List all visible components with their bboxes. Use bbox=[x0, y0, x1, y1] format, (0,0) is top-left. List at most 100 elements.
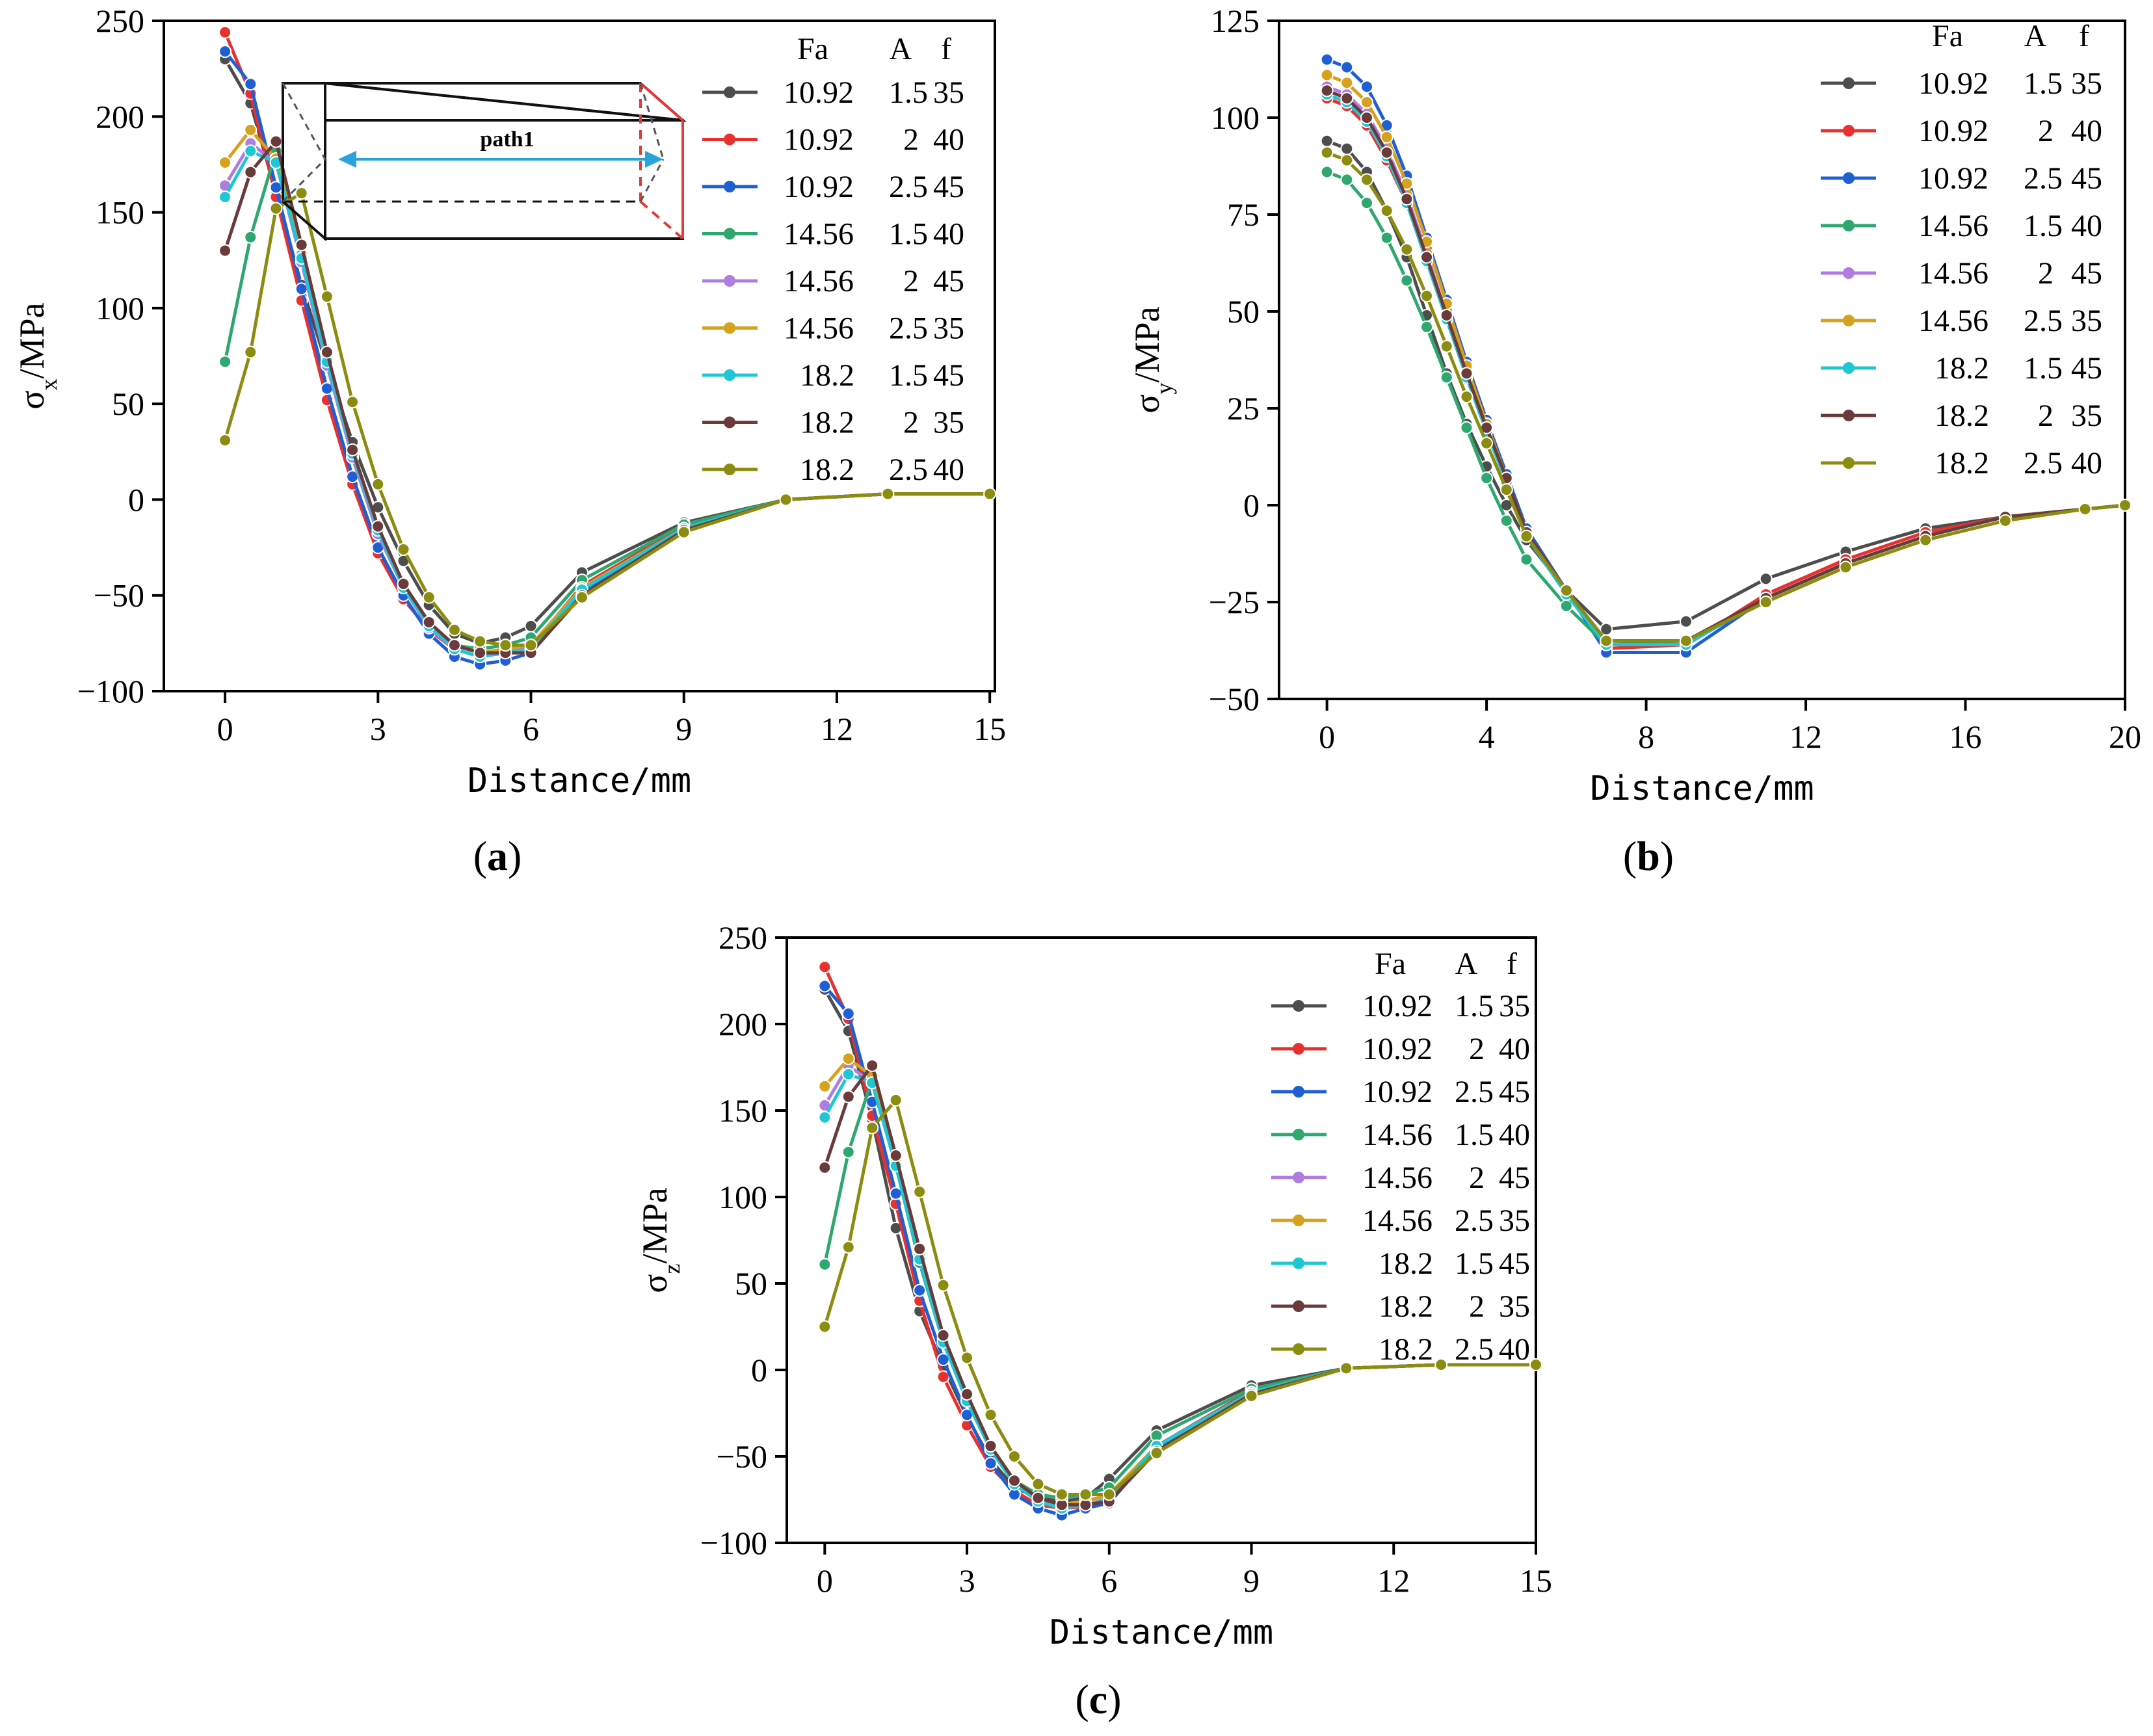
data-point bbox=[1340, 60, 1354, 74]
legend-entry-fa: 14.56 bbox=[784, 311, 854, 346]
data-point bbox=[1360, 173, 1374, 187]
data-point bbox=[1420, 250, 1434, 264]
legend-entry: 14.56 2.5 35 bbox=[1362, 1203, 1530, 1238]
legend-entry: 14.56 2 45 bbox=[1918, 256, 2102, 291]
data-point bbox=[1340, 92, 1354, 105]
data-point bbox=[397, 543, 410, 557]
y-axis-subscript: x bbox=[36, 378, 62, 390]
panel-label-open: ( bbox=[1075, 1676, 1089, 1722]
legend-header-fa: Fa bbox=[1932, 19, 1963, 53]
data-point bbox=[218, 355, 232, 369]
inset-arrowhead-left bbox=[338, 151, 356, 168]
series-line bbox=[1326, 151, 2126, 643]
legend-entry: 18.2 1.5 45 bbox=[1379, 1246, 1530, 1281]
legend-entry-a: 2 bbox=[1469, 1032, 1485, 1066]
x-tick-label: 6 bbox=[523, 711, 539, 747]
data-point bbox=[1340, 173, 1354, 187]
legend-swatch-marker bbox=[1293, 1000, 1304, 1012]
panel-label-close: ) bbox=[508, 833, 522, 879]
x-tick-label: 12 bbox=[1377, 1562, 1410, 1599]
x-tick-label: 3 bbox=[370, 711, 386, 747]
y-tick-label: 25 bbox=[1227, 390, 1260, 427]
data-point bbox=[1245, 1389, 1258, 1402]
data-point bbox=[244, 345, 258, 359]
legend-entry-f: 35 bbox=[1499, 1203, 1530, 1238]
legend-entry-fa: 14.56 bbox=[1362, 1118, 1433, 1152]
data-point bbox=[447, 623, 461, 637]
data-point bbox=[960, 1351, 974, 1365]
data-point bbox=[960, 1387, 974, 1401]
legend-entry-fa: 18.2 bbox=[1379, 1332, 1433, 1367]
data-point bbox=[524, 638, 538, 652]
legend-swatch-marker bbox=[1843, 457, 1855, 469]
y-tick-label: 0 bbox=[128, 481, 144, 518]
legend-entry-a: 1.5 bbox=[1455, 989, 1494, 1023]
data-point bbox=[1400, 274, 1414, 287]
legend-entry: 14.56 2 45 bbox=[1362, 1161, 1530, 1195]
legend-entry-fa: 10.92 bbox=[1362, 989, 1433, 1023]
data-point bbox=[1320, 165, 1334, 179]
data-point bbox=[841, 1052, 855, 1066]
y-axis-title: σz/MPa bbox=[635, 1187, 685, 1293]
data-point bbox=[913, 1283, 927, 1297]
data-point bbox=[1559, 584, 1573, 598]
y-tick-label: 50 bbox=[112, 386, 144, 422]
legend-entry: 10.92 2.5 45 bbox=[1918, 161, 2102, 196]
data-point bbox=[1460, 421, 1473, 434]
data-point bbox=[818, 1161, 832, 1174]
x-tick-label: 16 bbox=[1949, 718, 1982, 755]
legend-entry-f: 45 bbox=[933, 170, 964, 204]
plot-frame bbox=[163, 20, 996, 692]
data-point bbox=[1031, 1491, 1045, 1505]
y-tick-label: 100 bbox=[1211, 99, 1260, 136]
legend-entry-a: 2.5 bbox=[2024, 161, 2063, 196]
data-point bbox=[841, 1145, 855, 1159]
inset-diagonal bbox=[639, 83, 665, 160]
y-axis-title: σy/MPa bbox=[1128, 306, 1177, 413]
legend-entry: 14.56 2.5 35 bbox=[1918, 304, 2102, 338]
data-point bbox=[1150, 1446, 1163, 1460]
x-tick-label: 15 bbox=[1520, 1562, 1552, 1599]
legend-entry-a: 1.5 bbox=[2024, 66, 2063, 101]
data-point bbox=[422, 590, 436, 604]
legend-entry-fa: 18.2 bbox=[800, 358, 854, 393]
data-point bbox=[983, 487, 997, 501]
legend-entry: 10.92 1.5 35 bbox=[1362, 989, 1530, 1023]
inset-diagonal bbox=[639, 159, 665, 202]
data-point bbox=[1102, 1488, 1116, 1501]
y-tick-label: 150 bbox=[96, 194, 144, 231]
legend-entry: 14.56 2 45 bbox=[784, 264, 964, 298]
legend-entry-f: 45 bbox=[2071, 351, 2102, 386]
series-line bbox=[1326, 88, 2126, 643]
data-point bbox=[218, 191, 232, 204]
data-point bbox=[346, 395, 360, 409]
data-point bbox=[913, 1242, 927, 1256]
data-point bbox=[984, 1408, 997, 1422]
legend-entry: 18.2 2.5 40 bbox=[800, 453, 964, 487]
y-tick-label: 0 bbox=[1243, 487, 1260, 523]
panel-label-a: (a) bbox=[473, 833, 522, 879]
y-axis-symbol: σ bbox=[12, 390, 51, 409]
data-point bbox=[889, 1149, 903, 1163]
legend-swatch-marker bbox=[724, 275, 735, 287]
y-tick-label: 200 bbox=[96, 98, 144, 135]
y-tick-label: −50 bbox=[1209, 681, 1260, 717]
panel-label-b: (b) bbox=[1623, 833, 1674, 879]
data-point bbox=[1499, 514, 1513, 527]
legend-entry-f: 35 bbox=[2071, 66, 2102, 101]
data-point bbox=[881, 487, 895, 501]
legend-entry: 10.92 2 40 bbox=[1918, 114, 2102, 148]
legend-entry-f: 40 bbox=[1499, 1032, 1530, 1066]
panel-b: 0 4 8 12 16 20 −50 −25 0 25 50 75 100 125 Distance/mm σ… bbox=[1128, 3, 2141, 808]
series-line bbox=[1326, 73, 2126, 647]
data-point bbox=[818, 1320, 832, 1334]
data-point bbox=[244, 230, 258, 244]
x-axis-title: Distance/mm bbox=[1590, 769, 1814, 808]
data-point bbox=[1839, 560, 1853, 574]
legend-entry-f: 45 bbox=[933, 358, 964, 393]
data-point bbox=[244, 165, 258, 179]
legend-header-fa: Fa bbox=[1375, 947, 1406, 981]
legend-entry-fa: 14.56 bbox=[784, 217, 854, 252]
data-point bbox=[320, 345, 334, 359]
legend-entry: 10.92 2 40 bbox=[784, 123, 964, 157]
